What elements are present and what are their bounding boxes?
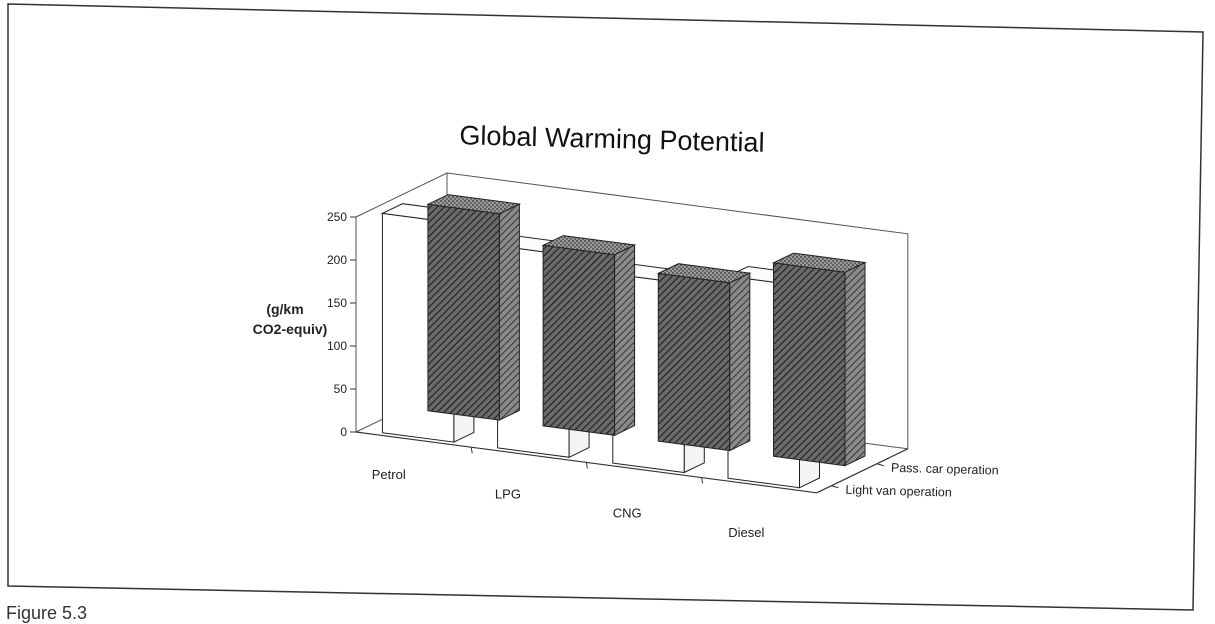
bar-side-face (844, 261, 866, 467)
bar-front-face (542, 244, 616, 436)
figure-border (7, 3, 1204, 611)
bar-pass-car-petrol (426, 194, 522, 421)
category-label: Diesel (728, 525, 764, 540)
y-tick-label: 200 (327, 253, 347, 267)
bar-top-face (771, 252, 867, 273)
bar-side-face (614, 244, 636, 437)
plot-area (380, 194, 867, 489)
bar-top-face (541, 235, 637, 256)
y-tick-label: 100 (327, 339, 347, 353)
bar-front-face (427, 203, 500, 421)
bar-top-face (426, 194, 522, 215)
series-label: Pass. car operation (891, 461, 999, 478)
y-tick-label: 50 (334, 382, 348, 396)
category-axis: Petrol LPG CNG Diesel (372, 447, 765, 540)
category-label: CNG (613, 506, 642, 521)
bar-front-face (773, 262, 846, 467)
y-axis-label-line2: CO2-equiv) (253, 321, 328, 337)
bar-top-face (656, 263, 752, 284)
y-tick-label: 150 (327, 296, 347, 310)
y-axis-label-line1: (g/km (266, 301, 303, 317)
bar-pass-car-cng (656, 263, 752, 452)
y-tick-label: 0 (340, 425, 347, 439)
bar-pass-car-lpg (541, 235, 637, 437)
bar-pass-car-diesel (771, 252, 867, 467)
x-tick (585, 462, 588, 469)
bar-side-face (498, 203, 520, 421)
x-tick (701, 477, 704, 484)
depth-tick (831, 485, 839, 489)
y-axis: 0 50 100 150 200 250 (327, 210, 356, 439)
chart-title: Global Warming Potential (459, 120, 765, 157)
category-label: LPG (495, 486, 521, 501)
y-tick-label: 250 (327, 210, 347, 224)
category-label: Petrol (372, 467, 406, 482)
series-label: Light van operation (845, 483, 952, 500)
x-tick (470, 447, 473, 454)
depth-tick (876, 463, 884, 467)
series-axis: Pass. car operation Light van operation (831, 461, 999, 500)
bar-front-face (657, 272, 731, 452)
figure-caption: Figure 5.3 (6, 603, 87, 623)
bar-side-face (729, 272, 751, 452)
